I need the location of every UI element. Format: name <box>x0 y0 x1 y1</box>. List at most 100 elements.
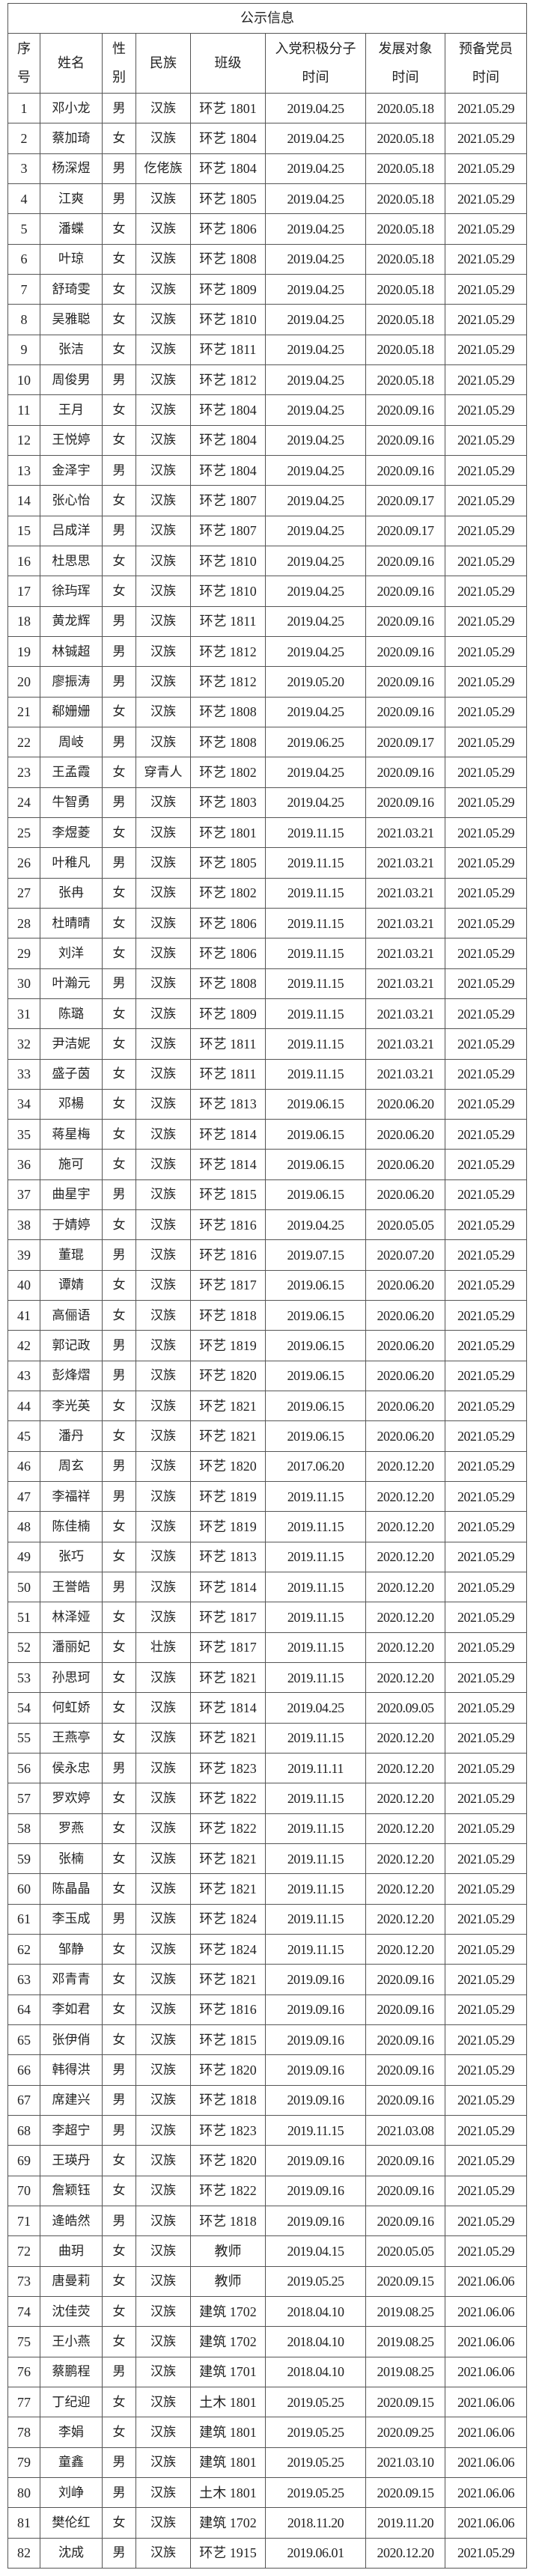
ethnicity-cell: 汉族 <box>135 1964 191 1995</box>
index-cell: 61 <box>7 1903 40 1935</box>
table-row: 20 廖振涛男汉族 环艺 1812 2019.05.20 2020.09.16 2021.… <box>7 666 527 698</box>
class-cell: 环艺 1809 <box>190 273 266 305</box>
name-cell: 吴雅聪 <box>40 304 103 335</box>
name-cell: 王小燕 <box>40 2326 103 2357</box>
index-cell: 49 <box>7 1541 40 1573</box>
name-cell: 王瑛丹 <box>40 2145 103 2176</box>
table-row: 80 刘峥男汉族 土木 1801 2019.05.25 2020.09.15 2021.0… <box>7 2476 527 2509</box>
candidate-date-cell: 2019.08.25 <box>365 2295 445 2328</box>
probationary-date-cell: 2021.05.29 <box>445 1602 527 1633</box>
gender-cell: 女 <box>102 1269 136 1301</box>
class-cell: 环艺 1806 <box>190 213 266 245</box>
gender-cell: 女 <box>102 907 136 939</box>
table-row: 44 李光英女汉族 环艺 1821 2019.06.15 2020.06.20 2021.… <box>7 1391 527 1422</box>
class-cell: 环艺 1812 <box>190 364 266 396</box>
ethnicity-cell: 汉族 <box>135 787 191 818</box>
class-cell: 环艺 1812 <box>190 666 266 698</box>
candidate-date-cell: 2021.03.21 <box>365 968 445 999</box>
index-cell: 63 <box>7 1964 40 1995</box>
table-row: 7 舒琦雯女汉族 环艺 1809 2019.04.25 2020.05.18 2021.0… <box>7 273 527 305</box>
class-cell: 土木 1801 <box>190 2386 266 2418</box>
probationary-date-cell: 2021.05.29 <box>445 545 527 577</box>
candidate-date-cell: 2021.03.08 <box>365 2114 445 2146</box>
index-cell: 21 <box>7 696 40 727</box>
activist-date-cell: 2019.04.25 <box>265 576 366 607</box>
table-row: 78 李娟女汉族 建筑 1801 2019.05.25 2020.09.25 2021.0… <box>7 2417 527 2448</box>
activist-date-cell: 2019.11.15 <box>265 877 366 909</box>
ethnicity-cell: 汉族 <box>135 2175 191 2206</box>
table-row: 45 潘丹女汉族 环艺 1821 2019.06.15 2020.06.20 2021.0… <box>7 1420 527 1452</box>
table-row: 30 叶瀚元男汉族 环艺 1808 2019.11.15 2021.03.21 2021.… <box>7 968 527 999</box>
name-cell: 唐曼莉 <box>40 2265 103 2297</box>
index-cell: 1 <box>7 92 40 124</box>
name-cell: 陈晶晶 <box>40 1873 103 1905</box>
activist-date-cell: 2019.04.25 <box>265 424 366 456</box>
table-row: 10 周俊男男汉族 环艺 1812 2019.04.25 2020.05.18 2021.… <box>7 364 527 396</box>
candidate-date-cell: 2020.09.16 <box>365 605 445 637</box>
table-row: 70 詹颖钰女汉族 环艺 1822 2019.09.16 2020.09.16 2021.… <box>7 2175 527 2206</box>
name-cell: 童鑫 <box>40 2447 103 2478</box>
probationary-date-cell: 2021.05.29 <box>445 666 527 698</box>
gender-cell: 男 <box>102 635 136 668</box>
candidate-date-cell: 2020.09.16 <box>365 2175 445 2206</box>
ethnicity-cell: 汉族 <box>135 2507 191 2539</box>
activist-date-cell: 2019.11.15 <box>265 1511 366 1542</box>
name-cell: 叶稚凡 <box>40 847 103 879</box>
probationary-date-cell: 2021.05.29 <box>445 605 527 637</box>
activist-date-cell: 2019.04.25 <box>265 485 366 516</box>
class-cell: 环艺 1822 <box>190 1813 266 1845</box>
probationary-date-cell: 2021.05.29 <box>445 1391 527 1422</box>
gender-cell: 男 <box>102 515 136 546</box>
name-cell: 施可 <box>40 1149 103 1180</box>
name-cell: 陈佳楠 <box>40 1511 103 1542</box>
name-cell: 张心怡 <box>40 485 103 516</box>
name-cell: 李福祥 <box>40 1481 103 1513</box>
name-cell: 沈成 <box>40 2537 103 2569</box>
activist-date-cell: 2019.06.15 <box>265 1088 366 1120</box>
probationary-date-cell: 2021.05.29 <box>445 1783 527 1814</box>
index-cell: 33 <box>7 1058 40 1090</box>
name-cell: 李玉成 <box>40 1903 103 1935</box>
class-cell: 环艺 1816 <box>190 1994 266 2026</box>
probationary-date-cell: 2021.05.29 <box>445 726 527 758</box>
probationary-date-cell: 2021.05.29 <box>445 1843 527 1875</box>
ethnicity-cell: 汉族 <box>135 2386 191 2418</box>
header-col-candidate-date: 发展对象 时间 <box>365 33 445 94</box>
probationary-date-cell: 2021.06.06 <box>445 2447 527 2478</box>
ethnicity-cell: 汉族 <box>135 1330 191 1361</box>
probationary-date-cell: 2021.05.29 <box>445 92 527 124</box>
table-row: 64 李如君女汉族 环艺 1816 2019.09.16 2020.09.16 2021.… <box>7 1994 527 2026</box>
gender-cell: 女 <box>102 1602 136 1633</box>
gender-cell: 女 <box>102 1209 136 1241</box>
candidate-date-cell: 2020.06.20 <box>365 1179 445 1211</box>
candidate-date-cell: 2020.09.16 <box>365 2024 445 2056</box>
index-cell: 73 <box>7 2265 40 2297</box>
table-row: 2 蔡加琦女汉族 环艺 1804 2019.04.25 2020.05.18 2021.0… <box>7 123 527 154</box>
class-cell: 环艺 1811 <box>190 605 266 637</box>
probationary-date-cell: 2021.05.29 <box>445 273 527 305</box>
probationary-date-cell: 2021.05.29 <box>445 2235 527 2267</box>
ethnicity-cell: 汉族 <box>135 1481 191 1513</box>
index-cell: 4 <box>7 183 40 215</box>
ethnicity-cell: 汉族 <box>135 576 191 607</box>
class-cell: 环艺 1814 <box>190 1149 266 1180</box>
candidate-date-cell: 2020.09.16 <box>365 545 445 577</box>
gender-cell: 女 <box>102 2417 136 2448</box>
index-cell: 28 <box>7 907 40 939</box>
probationary-date-cell: 2021.05.29 <box>445 515 527 546</box>
gender-cell: 女 <box>102 696 136 727</box>
index-cell: 16 <box>7 545 40 577</box>
gender-cell: 男 <box>102 2054 136 2086</box>
name-cell: 何虹娇 <box>40 1692 103 1724</box>
index-cell: 37 <box>7 1179 40 1211</box>
ethnicity-cell: 汉族 <box>135 1239 191 1271</box>
activist-date-cell: 2019.11.15 <box>265 1028 366 1060</box>
class-cell: 环艺 1806 <box>190 938 266 969</box>
name-cell: 彭烽熠 <box>40 1360 103 1392</box>
activist-date-cell: 2019.06.15 <box>265 1300 366 1331</box>
activist-date-cell: 2019.05.25 <box>265 2265 366 2297</box>
class-cell: 环艺 1814 <box>190 1119 266 1150</box>
ethnicity-cell: 汉族 <box>135 2356 191 2387</box>
candidate-date-cell: 2020.12.20 <box>365 1813 445 1845</box>
ethnicity-cell: 汉族 <box>135 123 191 154</box>
